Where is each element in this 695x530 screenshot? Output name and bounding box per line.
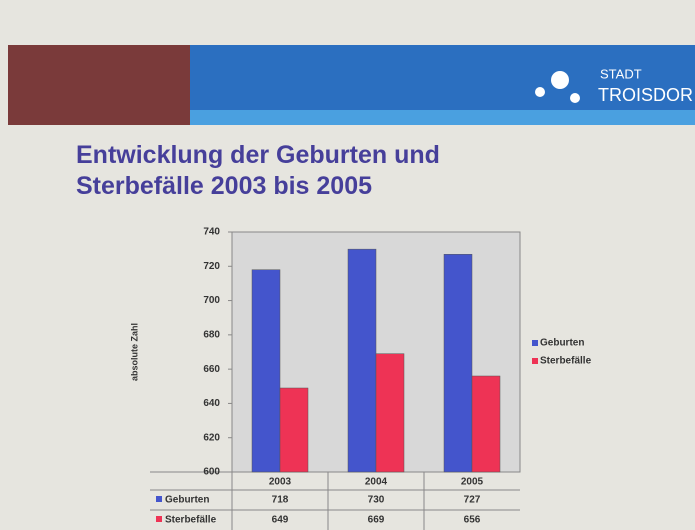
y-tick-label: 620	[203, 432, 220, 443]
x-tick-label: 2003	[269, 477, 292, 488]
y-axis-label: absolute Zahl	[129, 323, 139, 381]
y-tick-label: 700	[203, 295, 220, 306]
table-series-name: Geburten	[165, 495, 209, 506]
legend-label: Sterbefälle	[540, 356, 592, 367]
logo-bottom: TROISDOR	[598, 85, 693, 105]
table-value: 656	[464, 515, 481, 526]
y-tick-label: 680	[203, 329, 220, 340]
table-value: 718	[272, 495, 289, 506]
bar	[376, 354, 404, 472]
bar	[472, 376, 500, 472]
title-box: Entwicklung der Geburten und Sterbefälle…	[76, 140, 596, 220]
logo-dot	[535, 87, 545, 97]
table-swatch	[156, 496, 162, 502]
table-value: 649	[272, 515, 289, 526]
y-tick-label: 600	[203, 467, 220, 478]
bar	[280, 388, 308, 472]
page: STADT TROISDOR Entwicklung der Geburten …	[0, 0, 695, 530]
bar	[252, 270, 280, 472]
x-tick-label: 2005	[461, 477, 484, 488]
logo-dot	[570, 93, 580, 103]
table-series-name: Sterbefälle	[165, 515, 217, 526]
y-tick-label: 740	[203, 227, 220, 238]
bar	[348, 249, 376, 472]
y-tick-label: 720	[203, 261, 220, 272]
table-value: 730	[368, 495, 385, 506]
chart: STADT TROISDOR Entwicklung der Geburten …	[0, 0, 695, 530]
legend-swatch	[532, 358, 538, 364]
logo-dot	[551, 71, 569, 89]
table-value: 669	[368, 515, 385, 526]
table-swatch	[156, 516, 162, 522]
legend-label: Geburten	[540, 338, 584, 349]
logo-top: STADT	[600, 66, 642, 81]
x-tick-label: 2004	[365, 477, 388, 488]
chart-title: Entwicklung der Geburten und Sterbefälle…	[76, 140, 516, 202]
table-value: 727	[464, 495, 481, 506]
legend-swatch	[532, 340, 538, 346]
bar	[444, 254, 472, 472]
banner-photo	[8, 45, 190, 125]
y-tick-label: 660	[203, 364, 220, 375]
y-tick-label: 640	[203, 398, 220, 409]
